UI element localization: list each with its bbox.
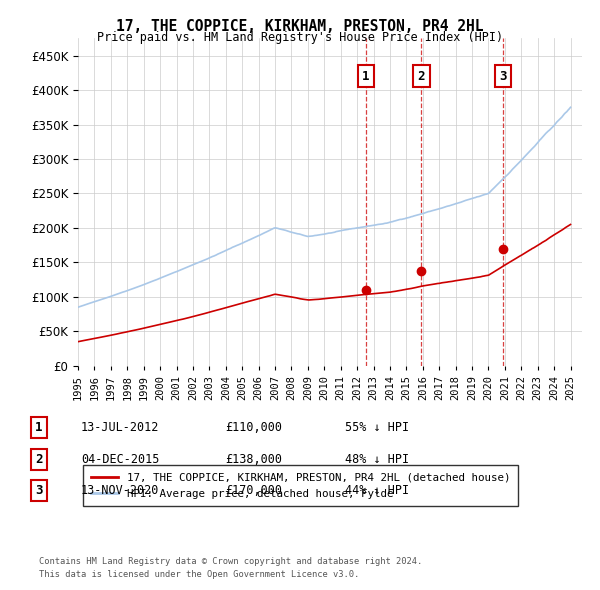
Text: 04-DEC-2015: 04-DEC-2015 xyxy=(81,453,160,466)
Text: 3: 3 xyxy=(35,484,43,497)
Legend: 17, THE COPPICE, KIRKHAM, PRESTON, PR4 2HL (detached house), HPI: Average price,: 17, THE COPPICE, KIRKHAM, PRESTON, PR4 2… xyxy=(83,465,518,506)
Text: This data is licensed under the Open Government Licence v3.0.: This data is licensed under the Open Gov… xyxy=(39,571,359,579)
Text: 2: 2 xyxy=(418,70,425,83)
Text: 1: 1 xyxy=(362,70,370,83)
Text: Price paid vs. HM Land Registry's House Price Index (HPI): Price paid vs. HM Land Registry's House … xyxy=(97,31,503,44)
Text: 13-JUL-2012: 13-JUL-2012 xyxy=(81,421,160,434)
Text: 55% ↓ HPI: 55% ↓ HPI xyxy=(345,421,409,434)
Text: 13-NOV-2020: 13-NOV-2020 xyxy=(81,484,160,497)
Text: 44% ↓ HPI: 44% ↓ HPI xyxy=(345,484,409,497)
Text: £110,000: £110,000 xyxy=(225,421,282,434)
Text: £170,000: £170,000 xyxy=(225,484,282,497)
Text: 1: 1 xyxy=(35,421,43,434)
Text: 48% ↓ HPI: 48% ↓ HPI xyxy=(345,453,409,466)
Text: £138,000: £138,000 xyxy=(225,453,282,466)
Text: 2: 2 xyxy=(35,453,43,466)
Text: Contains HM Land Registry data © Crown copyright and database right 2024.: Contains HM Land Registry data © Crown c… xyxy=(39,558,422,566)
Text: 17, THE COPPICE, KIRKHAM, PRESTON, PR4 2HL: 17, THE COPPICE, KIRKHAM, PRESTON, PR4 2… xyxy=(116,19,484,34)
Text: 3: 3 xyxy=(499,70,506,83)
